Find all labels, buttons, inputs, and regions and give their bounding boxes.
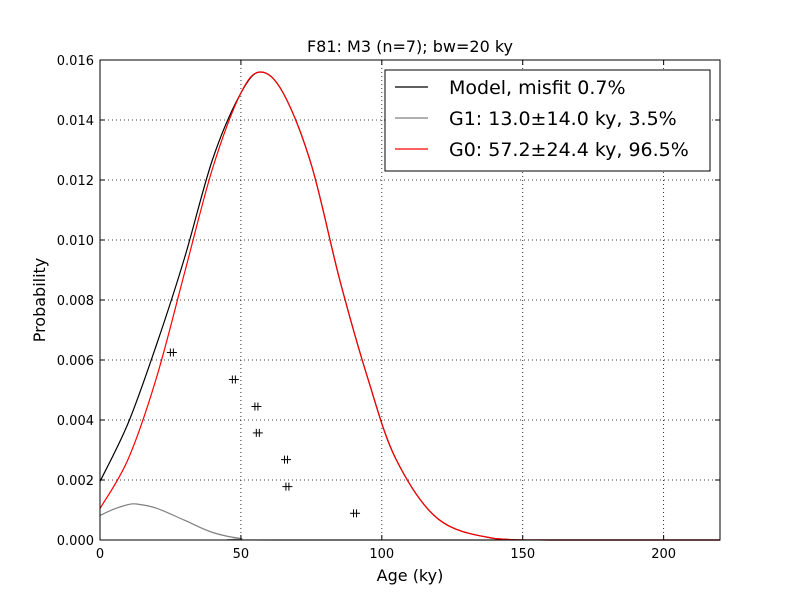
x-tick-label: 200 — [651, 547, 676, 562]
y-tick-label: 0.004 — [57, 414, 94, 429]
y-tick-label: 0.016 — [57, 54, 94, 69]
chart-title: F81: M3 (n=7); bw=20 ky — [307, 37, 513, 56]
sample-marker — [252, 428, 263, 437]
y-tick-label: 0.014 — [57, 114, 94, 129]
legend-entry: Model, misfit 0.7% — [449, 77, 626, 99]
x-tick-label: 50 — [233, 547, 250, 562]
sample-marker — [350, 509, 361, 518]
sample-marker — [228, 375, 239, 384]
y-tick-label: 0.008 — [57, 294, 94, 309]
legend-box — [384, 69, 711, 172]
sample-marker — [282, 482, 293, 491]
legend-entry: G0: 57.2±24.4 ky, 96.5% — [449, 139, 689, 161]
y-tick-label: 0.010 — [57, 234, 94, 249]
y-tick-label: 0.012 — [57, 174, 94, 189]
sample-marker — [251, 402, 262, 411]
y-tick-label: 0.006 — [57, 354, 94, 369]
g0-curve — [99, 71, 720, 541]
sample-marker — [281, 455, 291, 464]
x-tick-label: 100 — [369, 547, 394, 562]
sample-marker — [166, 348, 177, 357]
axis-ticks: 0 50 100 150 200 0.000 0.002 0.004 0.006 0.008 0.0… — [57, 54, 720, 562]
y-tick-label: 0.000 — [57, 534, 94, 549]
x-tick-label: 150 — [510, 547, 535, 562]
x-tick-label: 0 — [96, 547, 104, 562]
sample-markers — [166, 348, 361, 518]
y-tick-label: 0.002 — [57, 474, 94, 489]
x-axis-label: Age (ky) — [377, 566, 444, 585]
legend-entry: G1: 13.0±14.0 ky, 3.5% — [449, 108, 677, 130]
y-axis-label: Probability — [30, 258, 49, 343]
legend: Model, misfit 0.7% G1: 13.0±14.0 ky, 3.5%… — [384, 69, 711, 172]
